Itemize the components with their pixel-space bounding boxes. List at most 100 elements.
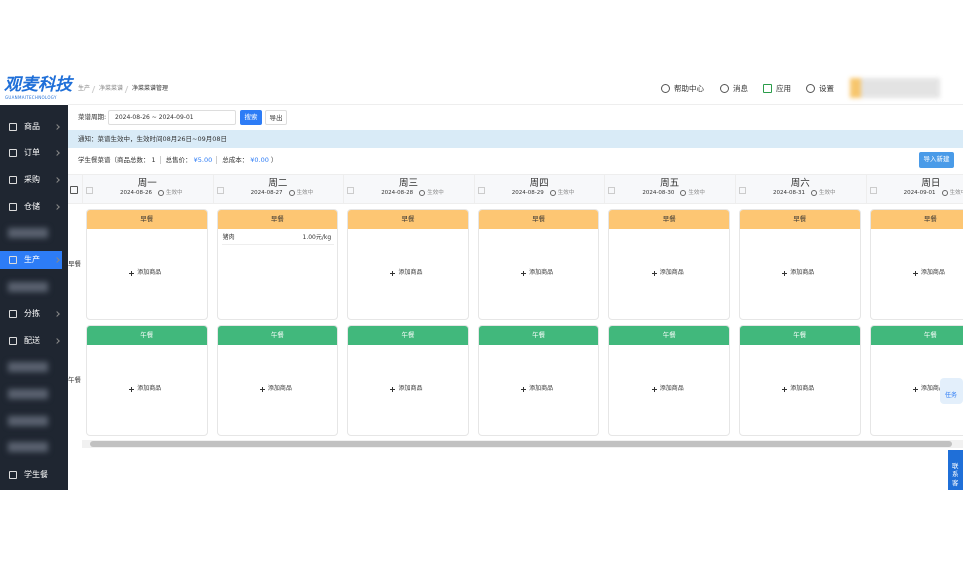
meal-card-header: 午餐 bbox=[348, 326, 468, 345]
meal-card-header: 午餐 bbox=[478, 326, 599, 345]
import-button[interactable]: 导入新建 bbox=[919, 152, 954, 168]
day-date: 2024-09-01 bbox=[903, 190, 936, 196]
add-item[interactable]: 添加商品 bbox=[920, 385, 945, 392]
add-item[interactable]: 添加商品 bbox=[398, 385, 423, 392]
meal-card-header: 早餐 bbox=[348, 210, 468, 229]
header-link[interactable]: 帮助中心 bbox=[674, 84, 704, 93]
sidebar-icon bbox=[9, 203, 17, 211]
date-range: 2024-08-26 ~ 2024-09-01 bbox=[115, 114, 194, 121]
checkbox[interactable] bbox=[70, 186, 78, 194]
col-sep bbox=[473, 174, 475, 204]
header-link[interactable]: 设置 bbox=[819, 84, 834, 93]
task-button[interactable] bbox=[940, 378, 963, 404]
item-sep bbox=[221, 244, 335, 245]
add-item[interactable]: 添加商品 bbox=[659, 269, 684, 276]
add-item[interactable]: 添加商品 bbox=[398, 269, 423, 276]
sidebar bbox=[0, 105, 68, 490]
add-item[interactable]: 添加商品 bbox=[659, 385, 684, 392]
add-item[interactable]: 添加商品 bbox=[529, 385, 554, 392]
day-status: 生效中 bbox=[427, 190, 444, 196]
checkbox[interactable] bbox=[347, 187, 355, 194]
sidebar-active bbox=[0, 251, 62, 269]
meal-card: 午餐 添加商品 bbox=[347, 325, 469, 436]
sidebar-item[interactable]: 订单 bbox=[24, 148, 40, 157]
sidebar-icon bbox=[9, 337, 17, 345]
add-item[interactable]: 添加商品 bbox=[529, 269, 554, 276]
checkbox[interactable] bbox=[869, 187, 877, 194]
meal-card: 午餐 添加商品 bbox=[86, 325, 208, 436]
sidebar-item[interactable]: 采购 bbox=[24, 175, 40, 184]
sidebar-icon bbox=[9, 176, 17, 184]
notice-bar bbox=[68, 130, 963, 148]
meal-card-header: 早餐 bbox=[609, 210, 729, 229]
meal-card: 早餐 添加商品 bbox=[869, 209, 963, 320]
add-item[interactable]: 添加商品 bbox=[790, 269, 815, 276]
scrollbar-thumb[interactable] bbox=[90, 441, 952, 447]
sidebar-item[interactable]: 仓储 bbox=[24, 202, 40, 211]
header-link[interactable]: 应用 bbox=[776, 84, 791, 93]
meal-card: 午餐 添加商品 bbox=[216, 325, 339, 436]
checkbox[interactable] bbox=[477, 187, 485, 194]
meal-card-header: 午餐 bbox=[740, 326, 860, 345]
checkbox[interactable] bbox=[739, 187, 746, 194]
contact-button[interactable]: 联系客 bbox=[948, 450, 963, 490]
filter-label: 菜谱周期: bbox=[78, 113, 107, 121]
day-name: 周一 bbox=[137, 178, 157, 189]
add-item[interactable]: 添加商品 bbox=[790, 385, 815, 392]
day-date: 2024-08-29 bbox=[511, 190, 544, 196]
add-item[interactable]: 添加商品 bbox=[137, 385, 162, 392]
export-button[interactable]: 导出 bbox=[265, 110, 287, 125]
col-sep bbox=[343, 174, 345, 204]
checkbox[interactable] bbox=[86, 187, 93, 194]
sidebar-blurred bbox=[8, 416, 48, 426]
day-status: 生效中 bbox=[688, 190, 705, 196]
status-icon bbox=[419, 190, 426, 196]
add-item[interactable]: 添加商品 bbox=[137, 269, 162, 276]
task-label[interactable]: 任务 bbox=[945, 392, 958, 399]
sidebar-item[interactable]: 配送 bbox=[24, 336, 40, 345]
meal-card: 午餐 添加商品 bbox=[477, 325, 600, 436]
sidebar-blurred bbox=[8, 362, 48, 372]
day-date: 2024-08-31 bbox=[773, 190, 805, 196]
add-plus-v bbox=[523, 387, 525, 392]
notice: 通知：菜谱生效中，生效时间08月26日~09月08日 bbox=[78, 135, 228, 143]
meal-card-header: 午餐 bbox=[870, 326, 963, 345]
add-item[interactable]: 添加商品 bbox=[920, 269, 945, 276]
sidebar-item[interactable]: 生产 bbox=[24, 255, 40, 264]
logo-title: 观麦科技 bbox=[4, 75, 72, 95]
sidebar-item[interactable]: 商品 bbox=[24, 122, 40, 131]
add-plus-v bbox=[784, 387, 786, 392]
meal-card-header: 午餐 bbox=[609, 326, 729, 345]
meal-card: 午餐添加商品 bbox=[869, 325, 963, 436]
add-plus-v bbox=[131, 271, 133, 276]
header-icon bbox=[661, 84, 670, 93]
day-date: 2024-08-30 bbox=[642, 190, 675, 196]
status-icon bbox=[549, 190, 556, 196]
sidebar-item[interactable]: 分拣 bbox=[24, 309, 40, 318]
add-plus-v bbox=[131, 387, 133, 392]
breadcrumb-item[interactable]: 净菜菜谱 bbox=[99, 85, 124, 92]
day-name: 周四 bbox=[529, 178, 549, 189]
header bbox=[68, 72, 963, 105]
meal-card: 早餐 添加商品 bbox=[608, 209, 730, 320]
header-link[interactable]: 消息 bbox=[733, 84, 748, 93]
meal-card: 早餐 添加商品 bbox=[347, 209, 469, 320]
sidebar-blurred bbox=[8, 228, 48, 238]
checkbox[interactable] bbox=[608, 187, 616, 194]
summary-text: ） bbox=[270, 156, 278, 164]
day-status: 生效中 bbox=[819, 190, 836, 196]
breadcrumb-item[interactable]: 生产 bbox=[78, 85, 91, 92]
summary-text: 总成本： bbox=[222, 156, 249, 164]
date-input[interactable]: 2024-08-26 ~ 2024-09-01 bbox=[108, 110, 236, 125]
checkbox[interactable] bbox=[216, 187, 224, 194]
meal-card-header: 午餐 bbox=[217, 326, 338, 345]
add-item[interactable]: 添加商品 bbox=[267, 385, 292, 392]
search-button[interactable]: 搜索 bbox=[240, 110, 262, 125]
add-plus-v bbox=[523, 271, 525, 276]
item-price: 1.00元/kg bbox=[302, 234, 332, 241]
sidebar-item[interactable]: 学生餐 bbox=[24, 470, 48, 479]
col-sep bbox=[865, 174, 867, 204]
header-icon bbox=[806, 84, 815, 93]
meal-card-header: 早餐 bbox=[478, 210, 599, 229]
